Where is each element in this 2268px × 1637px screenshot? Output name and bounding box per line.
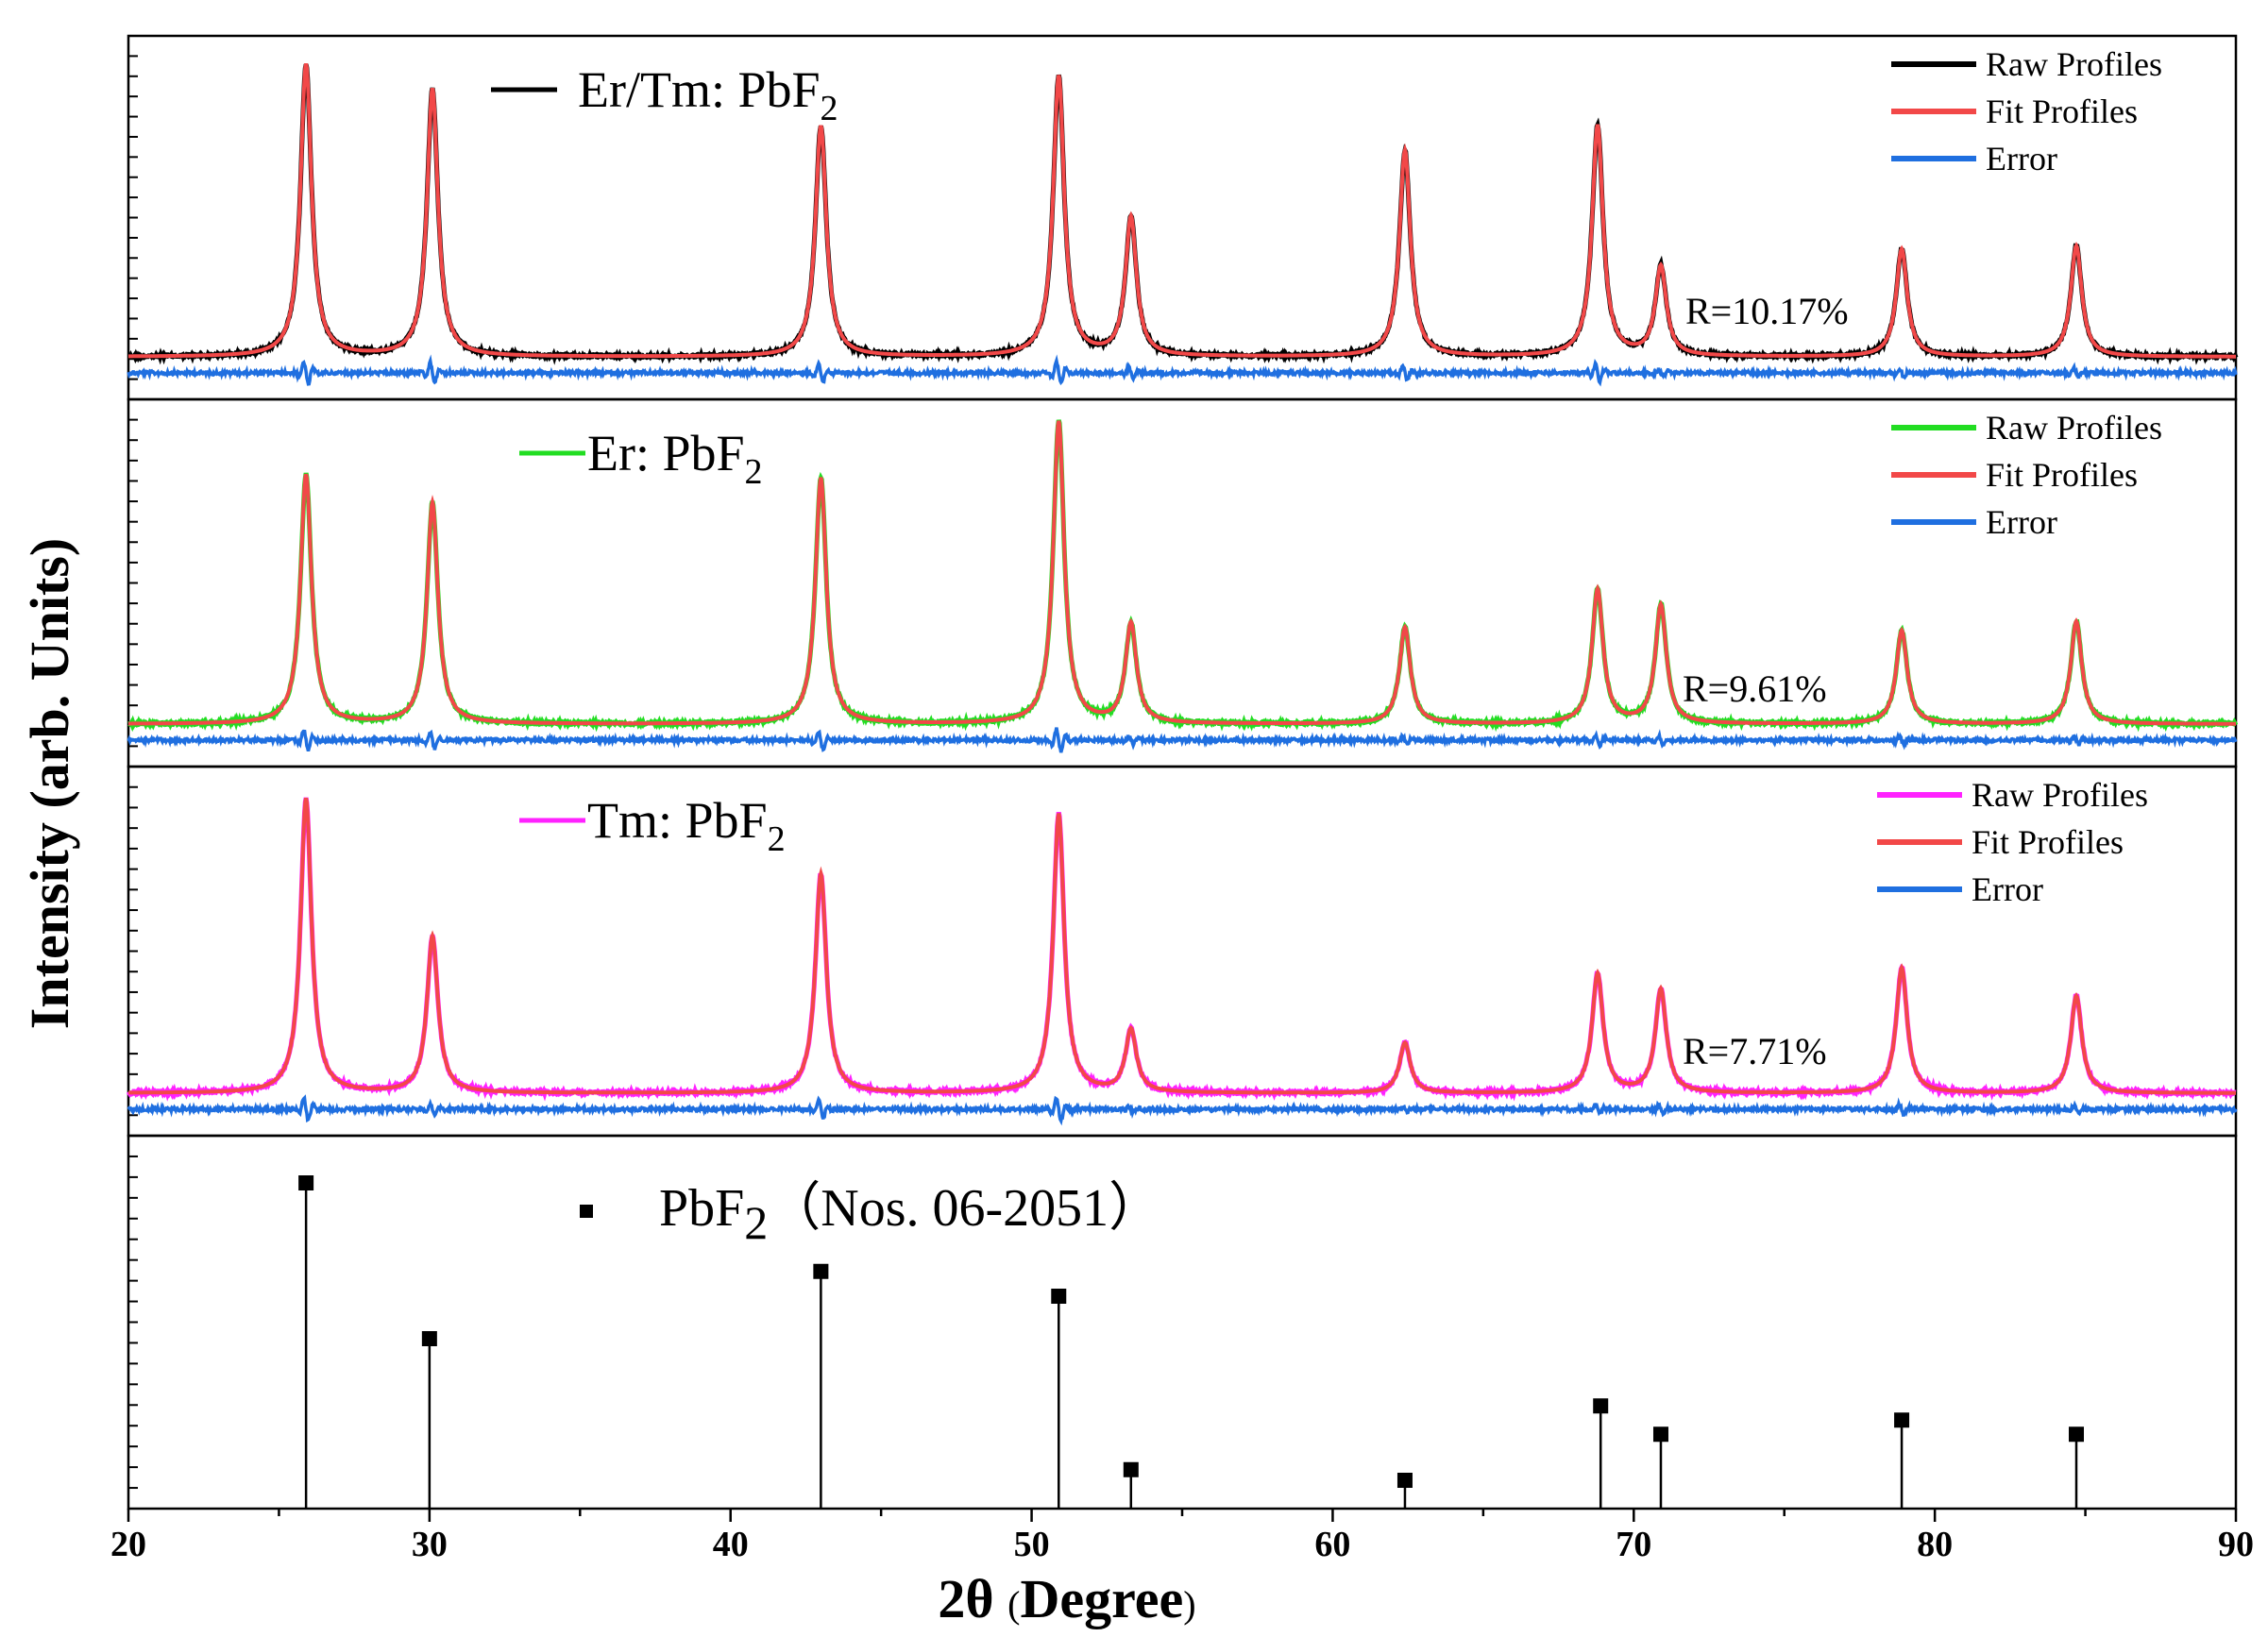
r-factor-label: R=7.71% <box>1683 1030 1827 1072</box>
error-line <box>127 354 2238 387</box>
legend-fit-profiles-label: Fit Profiles <box>1986 93 2138 130</box>
reference-marker <box>1051 1289 1067 1304</box>
panel-title: Tm: PbF2 <box>587 792 786 859</box>
legend-raw-profiles-label: Raw Profiles <box>1972 776 2148 814</box>
legend-fit-profiles-label: Fit Profiles <box>1972 823 2124 861</box>
reference-label-main: PbF <box>659 1179 744 1238</box>
reference-marker <box>1894 1412 1910 1428</box>
reference-marker <box>1123 1461 1139 1477</box>
x-tick-label: 90 <box>2218 1525 2254 1564</box>
x-tick-label: 70 <box>1616 1525 1651 1564</box>
panel-title-main: Tm: PbF <box>587 792 768 849</box>
fit-profile-line <box>128 798 2236 1095</box>
reference-panel: PbF2（Nos. 06-2051） <box>298 1175 2085 1509</box>
reference-marker <box>813 1263 829 1279</box>
x-axis-label-paren-open: ( <box>1007 1583 1020 1626</box>
reference-marker <box>1593 1398 1609 1414</box>
panel-title: Er/Tm: PbF2 <box>578 61 838 128</box>
x-tick-label: 50 <box>1014 1525 1050 1564</box>
x-axis-label: 2θ (Degree) <box>938 1568 1195 1629</box>
r-factor-label: R=9.61% <box>1683 667 1827 710</box>
x-tick-label: 40 <box>713 1525 749 1564</box>
panel-title: Er: PbF2 <box>587 425 763 492</box>
legend-raw-profiles-label: Raw Profiles <box>1986 45 2162 83</box>
xrd-panel-3: Tm: PbF2 R=7.71% Raw Profiles Fit Profiles E… <box>126 776 2238 1126</box>
reference-marker <box>421 1331 437 1346</box>
xrd-panel-1: Er/Tm: PbF2 R=10.17% Raw Profiles Fit Profi… <box>127 45 2239 387</box>
panel-title-main: Er/Tm: PbF <box>578 61 821 118</box>
panel-title-subscript: 2 <box>745 452 763 492</box>
legend-error-label: Error <box>1972 870 2043 908</box>
x-axis-label-paren-close: ) <box>1183 1583 1195 1626</box>
reference-label-rest: （Nos. 06-2051） <box>768 1179 1161 1238</box>
error-line <box>127 1094 2238 1126</box>
legend-fit-profiles-label: Fit Profiles <box>1986 456 2138 494</box>
x-axis-label-word: Degree <box>1020 1568 1183 1629</box>
error-line <box>127 727 2238 753</box>
x-axis-label-main: 2θ <box>938 1568 1007 1629</box>
x-tick-label: 60 <box>1314 1525 1350 1564</box>
fit-profile-line <box>128 420 2236 726</box>
panel-title-subscript: 2 <box>768 819 786 859</box>
panel-title-subscript: 2 <box>821 89 838 128</box>
legend-error-label: Error <box>1986 140 2057 177</box>
reference-label-subscript: 2 <box>744 1196 768 1249</box>
x-tick-label: 80 <box>1917 1525 1953 1564</box>
reference-label: PbF2（Nos. 06-2051） <box>659 1179 1161 1249</box>
panel-title-main: Er: PbF <box>587 425 745 481</box>
x-tick-label: 20 <box>110 1525 146 1564</box>
legend-error-label: Error <box>1986 503 2057 541</box>
reference-marker <box>2069 1426 2085 1443</box>
reference-marker <box>1396 1473 1413 1488</box>
reference-legend-marker <box>580 1205 593 1218</box>
x-tick-label: 30 <box>412 1525 448 1564</box>
reference-marker <box>298 1175 314 1190</box>
reference-marker <box>1652 1426 1668 1443</box>
legend-raw-profiles-label: Raw Profiles <box>1986 409 2162 447</box>
fit-profile-line <box>128 63 2236 359</box>
xrd-panel-2: Er: PbF2 R=9.61% Raw Profiles Fit Profiles E… <box>127 409 2239 753</box>
y-axis-label: Intensity (arb. Units) <box>19 538 80 1029</box>
r-factor-label: R=10.17% <box>1685 290 1849 332</box>
